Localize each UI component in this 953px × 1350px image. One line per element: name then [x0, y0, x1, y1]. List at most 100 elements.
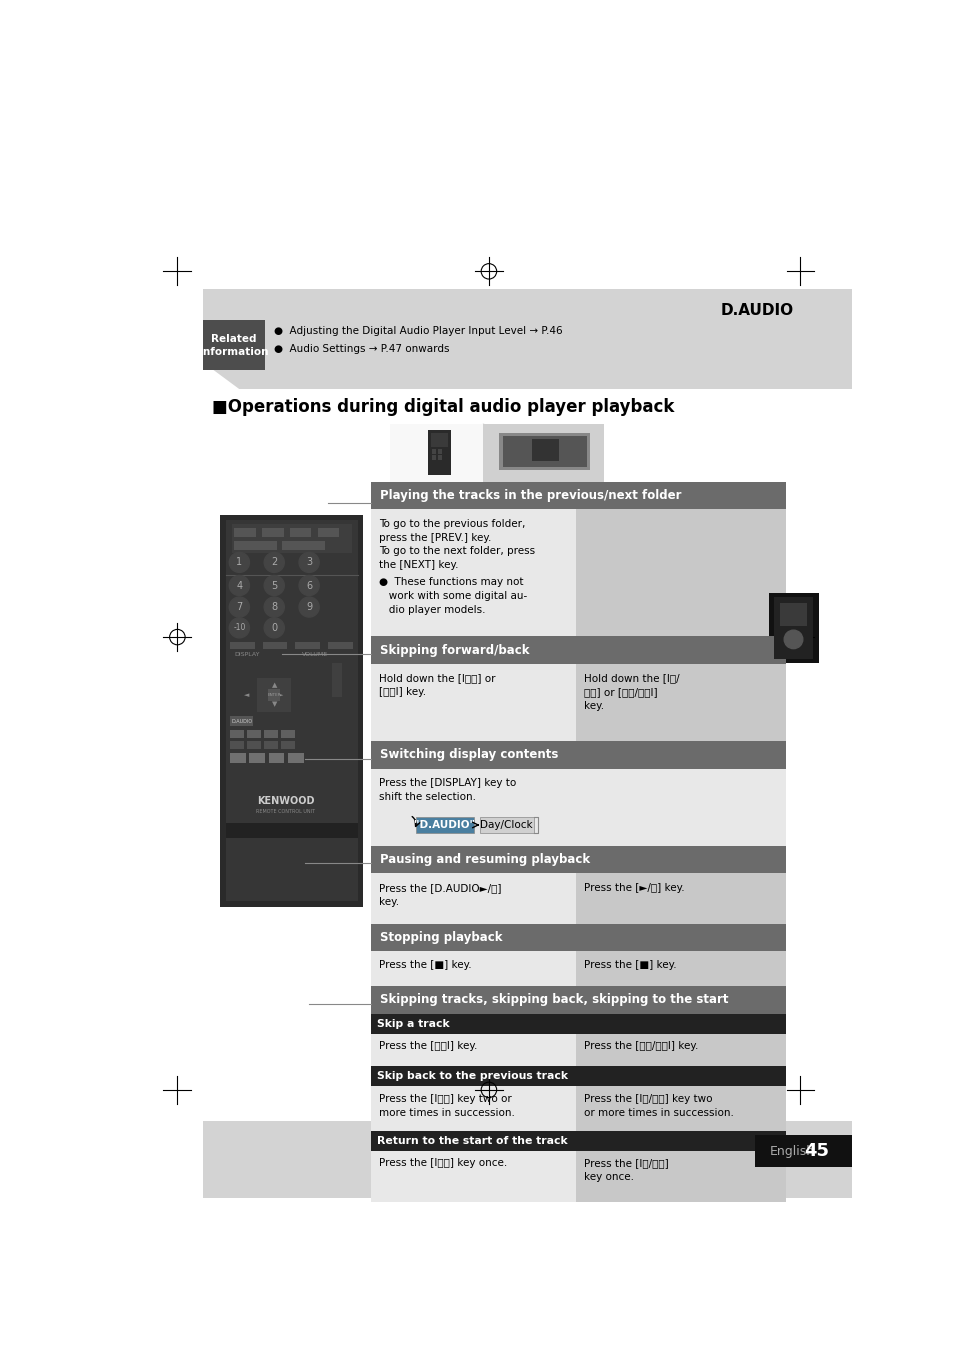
Bar: [220, 514, 363, 907]
Text: 0: 0: [271, 622, 277, 633]
Circle shape: [264, 597, 284, 617]
Bar: [371, 482, 785, 509]
Bar: [332, 663, 341, 697]
Text: ●  Audio Settings → P.47 onwards: ● Audio Settings → P.47 onwards: [274, 344, 449, 354]
Bar: [371, 845, 785, 873]
Bar: [282, 541, 324, 549]
Text: 9: 9: [306, 602, 312, 612]
Text: 7: 7: [236, 602, 242, 612]
Bar: [780, 603, 806, 626]
Text: Press the [⏩⏩I] key.: Press the [⏩⏩I] key.: [378, 1041, 476, 1052]
Bar: [371, 1085, 785, 1131]
Bar: [371, 1014, 785, 1034]
Text: Skipping forward/back: Skipping forward/back: [380, 644, 529, 656]
Bar: [371, 768, 785, 845]
Bar: [247, 730, 261, 738]
Circle shape: [229, 618, 249, 637]
Text: ►: ►: [277, 691, 283, 698]
Bar: [371, 1131, 785, 1150]
Text: Press the [DISPLAY] key to
shift the selection.: Press the [DISPLAY] key to shift the sel…: [378, 778, 516, 802]
Bar: [371, 1034, 785, 1066]
Text: Skipping tracks, skipping back, skipping to the start: Skipping tracks, skipping back, skipping…: [380, 994, 728, 1006]
Text: ◄: ◄: [243, 691, 249, 698]
Bar: [262, 641, 287, 649]
Text: Press the [I⏪/⏪⏪] key two
or more times in succession.: Press the [I⏪/⏪⏪] key two or more times …: [583, 1094, 734, 1118]
Text: Press the [I⏪/⏪⏪]
key once.: Press the [I⏪/⏪⏪] key once.: [583, 1158, 668, 1183]
Text: DISPLAY: DISPLAY: [233, 652, 259, 657]
Text: To go to the previous folder,
press the [PREV.] key.: To go to the previous folder, press the …: [378, 518, 525, 543]
Text: 4: 4: [236, 580, 242, 590]
Bar: [773, 597, 812, 659]
Bar: [371, 1066, 785, 1085]
Text: Day/Clock: Day/Clock: [480, 819, 533, 830]
Bar: [576, 509, 785, 636]
Text: 8: 8: [271, 602, 277, 612]
Bar: [232, 524, 352, 554]
Bar: [294, 641, 319, 649]
Bar: [576, 952, 785, 986]
Bar: [371, 1150, 785, 1204]
Text: Hold down the [I⏪⏪] or
[⏩⏩I] key.: Hold down the [I⏪⏪] or [⏩⏩I] key.: [378, 674, 495, 698]
Bar: [281, 730, 294, 738]
Text: 2: 2: [271, 558, 277, 567]
Circle shape: [264, 552, 284, 572]
Text: Hold down the [I⏪/
⏪⏪] or [⏩⏩/⏩⏩I]
key.: Hold down the [I⏪/ ⏪⏪] or [⏩⏩/⏩⏩I] key.: [583, 674, 679, 711]
Text: D.AUDIO: D.AUDIO: [231, 718, 252, 724]
Bar: [317, 528, 339, 537]
Bar: [437, 455, 442, 460]
Text: Press the [I⏪⏪] key once.: Press the [I⏪⏪] key once.: [378, 1158, 507, 1168]
Circle shape: [229, 552, 249, 572]
Bar: [288, 753, 303, 763]
Bar: [416, 817, 474, 833]
Text: 1: 1: [236, 558, 242, 567]
Bar: [371, 952, 785, 986]
Bar: [247, 741, 261, 749]
Text: ▼: ▼: [272, 701, 276, 707]
Bar: [576, 664, 785, 741]
Bar: [371, 636, 785, 664]
Text: ●  Adjusting the Digital Audio Player Input Level → P.46: ● Adjusting the Digital Audio Player Inp…: [274, 327, 562, 336]
Circle shape: [298, 597, 319, 617]
Bar: [290, 528, 311, 537]
Bar: [483, 424, 603, 482]
Text: VOLUME: VOLUME: [302, 652, 328, 657]
Bar: [226, 822, 357, 838]
Bar: [230, 753, 245, 763]
Circle shape: [264, 618, 284, 637]
Bar: [203, 1120, 851, 1197]
Bar: [371, 741, 785, 768]
Bar: [230, 741, 244, 749]
Bar: [371, 986, 785, 1014]
Text: "D.AUDIO": "D.AUDIO": [414, 819, 475, 830]
Bar: [768, 593, 819, 663]
Bar: [269, 753, 284, 763]
Text: Related
Information: Related Information: [199, 333, 269, 356]
Bar: [226, 520, 357, 902]
Bar: [230, 641, 254, 649]
Text: KENWOOD: KENWOOD: [257, 796, 314, 806]
Bar: [431, 433, 447, 447]
Bar: [576, 1085, 785, 1131]
Text: To go to the next folder, press
the [NEXT] key.: To go to the next folder, press the [NEX…: [378, 547, 535, 570]
Bar: [390, 424, 483, 482]
Bar: [576, 1034, 785, 1066]
Bar: [264, 730, 278, 738]
Bar: [268, 688, 280, 701]
Text: 3: 3: [306, 558, 312, 567]
Circle shape: [298, 552, 319, 572]
Bar: [230, 717, 253, 726]
Bar: [576, 1150, 785, 1204]
Bar: [576, 873, 785, 923]
Circle shape: [298, 575, 319, 595]
Bar: [328, 641, 353, 649]
Text: Press the [►/⏸] key.: Press the [►/⏸] key.: [583, 883, 684, 892]
Text: Press the [I⏪⏪] key two or
more times in succession.: Press the [I⏪⏪] key two or more times in…: [378, 1094, 515, 1118]
Bar: [257, 678, 291, 711]
Bar: [281, 741, 294, 749]
Bar: [203, 320, 265, 370]
Bar: [427, 429, 451, 475]
Bar: [230, 730, 244, 738]
Text: Switching display contents: Switching display contents: [380, 748, 558, 761]
Circle shape: [229, 597, 249, 617]
Text: REMOTE CONTROL UNIT: REMOTE CONTROL UNIT: [256, 809, 315, 814]
